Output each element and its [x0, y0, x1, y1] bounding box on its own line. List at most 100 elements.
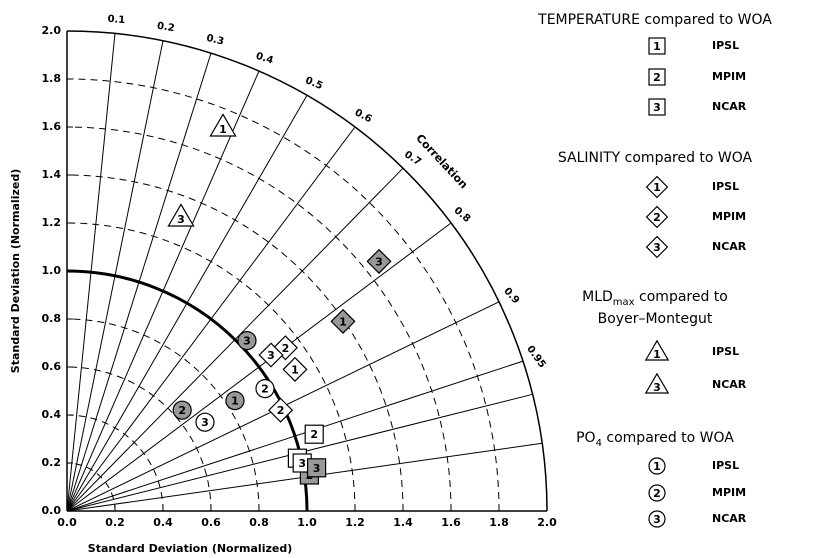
correlation-tick-label: 0.9 [501, 286, 521, 307]
outer-arc [66, 30, 548, 512]
legend-label: NCAR [712, 240, 747, 253]
data-point [237, 331, 257, 351]
point-label: 3 [177, 213, 185, 226]
legend-marker [648, 37, 666, 55]
correlation-title: Correlation [413, 132, 470, 192]
legend-marker [644, 372, 670, 394]
point-label: 1 [291, 363, 299, 376]
x-tick-label: 0.4 [153, 516, 173, 529]
legend-title-part: TEMPERATURE compared to WOA [537, 12, 772, 28]
x-tick-label: 1.8 [489, 516, 509, 529]
legend-title: TEMPERATURE compared to WOA [537, 12, 772, 28]
data-point [366, 248, 392, 274]
legend-marker [648, 484, 666, 502]
legend-label: IPSL [712, 180, 739, 193]
legend-title-part: 4 [596, 438, 602, 449]
legend-title-part: max [613, 297, 635, 308]
legend-marker [648, 510, 666, 528]
legend-label: IPSL [712, 39, 739, 52]
legend-label: NCAR [712, 512, 747, 525]
correlation-tick-label: 0.1 [107, 14, 126, 26]
y-tick-label: 1.2 [42, 216, 62, 229]
y-tick-label: 0.4 [42, 408, 62, 421]
legend-marker-label: 1 [653, 40, 661, 53]
point-label: 2 [178, 404, 186, 417]
y-tick-label: 0.8 [42, 312, 62, 325]
point-label: 2 [261, 383, 269, 396]
legend-label: IPSL [712, 345, 739, 358]
data-point [307, 458, 327, 478]
legend-marker [645, 175, 669, 199]
x-tick-label: 2.0 [537, 516, 557, 529]
std-arc [66, 126, 452, 512]
legend-label: NCAR [712, 378, 747, 391]
x-tick-label: 0.8 [249, 516, 269, 529]
legend-marker [645, 235, 669, 259]
std-arc [66, 318, 260, 512]
data-point [282, 356, 308, 382]
point-label: 3 [267, 349, 275, 362]
legend-label: MPIM [712, 70, 746, 83]
std-arc [66, 414, 164, 512]
correlation-tick-label: 0.3 [205, 33, 225, 48]
legend-title: PO4 compared to WOA [576, 430, 734, 449]
y-tick-label: 1.8 [42, 72, 62, 85]
correlation-tick-label: 0.8 [452, 205, 473, 225]
legend-marker [648, 457, 666, 475]
legend-title-part: Boyer–Montegut [598, 311, 713, 327]
legend-label: MPIM [712, 210, 746, 223]
data-point [209, 113, 237, 137]
legend-marker-label: 3 [653, 241, 661, 254]
y-tick-label: 0.2 [42, 456, 62, 469]
correlation-tick-label: 0.2 [156, 21, 175, 35]
data-point [195, 412, 215, 432]
legend-marker-label: 3 [653, 381, 661, 394]
point-label: 3 [201, 416, 209, 429]
legend-marker [648, 98, 666, 116]
data-point [258, 342, 284, 368]
x-tick-label: 1.6 [441, 516, 461, 529]
point-label: 3 [243, 335, 251, 348]
legend-title: MLDmax compared to [582, 289, 728, 308]
y-tick-label: 1.6 [42, 120, 62, 133]
y-tick-label: 0.0 [42, 504, 62, 517]
legend-marker [644, 339, 670, 361]
std-arc [66, 174, 404, 512]
x-tick-label: 0.6 [201, 516, 221, 529]
legend-title-part: PO [576, 430, 595, 446]
x-tick-label: 0.0 [57, 516, 77, 529]
point-label: 2 [282, 342, 290, 355]
point-label: 1 [219, 123, 227, 136]
legend-title: Boyer–Montegut [598, 311, 713, 327]
correlation-tick-label: 0.7 [402, 149, 423, 168]
legend-marker-label: 3 [653, 513, 661, 526]
point-label: 3 [375, 255, 383, 268]
legend-label: MPIM [712, 486, 746, 499]
correlation-tick-label: 0.6 [353, 107, 374, 125]
y-tick-label: 1.0 [42, 264, 62, 277]
legend-marker-label: 1 [653, 181, 661, 194]
y-tick-label: 1.4 [42, 168, 62, 181]
point-label: 3 [313, 462, 321, 475]
correlation-tick-label: 0.95 [524, 344, 547, 370]
legend-marker-label: 2 [653, 487, 661, 500]
point-label: 1 [231, 395, 239, 408]
legend-marker-label: 1 [653, 460, 661, 473]
y-tick-label: 0.6 [42, 360, 62, 373]
x-tick-label: 1.4 [393, 516, 413, 529]
y-tick-label: 2.0 [42, 24, 62, 37]
std-arc [66, 366, 212, 512]
point-label: 2 [310, 428, 318, 441]
legend-marker-label: 2 [653, 211, 661, 224]
point-label: 3 [298, 457, 306, 470]
data-point [330, 308, 356, 334]
data-point [225, 391, 245, 411]
legend-label: NCAR [712, 100, 747, 113]
legend-label: IPSL [712, 459, 739, 472]
legend-marker-label: 1 [653, 348, 661, 361]
std-arc [66, 222, 356, 512]
correlation-tick-label: 0.5 [304, 75, 325, 92]
std-arc [66, 78, 500, 512]
legend-marker [648, 68, 666, 86]
